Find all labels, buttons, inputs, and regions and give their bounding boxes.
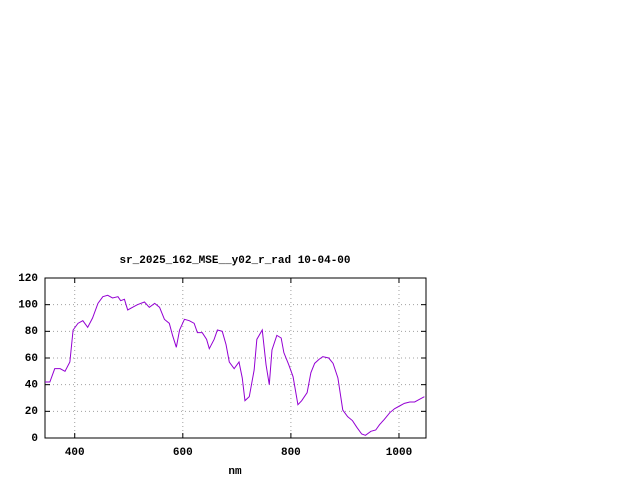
data-line — [45, 294, 425, 436]
y-tick-label: 20 — [25, 406, 38, 418]
chart-title: sr_2025_162_MSE__y02_r_rad 10-04-00 — [119, 255, 350, 267]
x-tick-label: 800 — [281, 447, 301, 459]
x-tick-label: 600 — [173, 447, 193, 459]
x-axis-label: nm — [228, 466, 242, 478]
y-tick-label: 0 — [31, 433, 38, 445]
x-tick-label: 1000 — [386, 447, 412, 459]
plot-border — [44, 277, 427, 439]
y-tick-label: 120 — [18, 273, 38, 285]
x-tick-label: 400 — [65, 447, 85, 459]
y-tick-label: 60 — [25, 353, 38, 365]
y-tick-label: 100 — [18, 300, 38, 312]
y-tick-label: 80 — [25, 326, 38, 338]
y-tick-label: 40 — [25, 380, 38, 392]
